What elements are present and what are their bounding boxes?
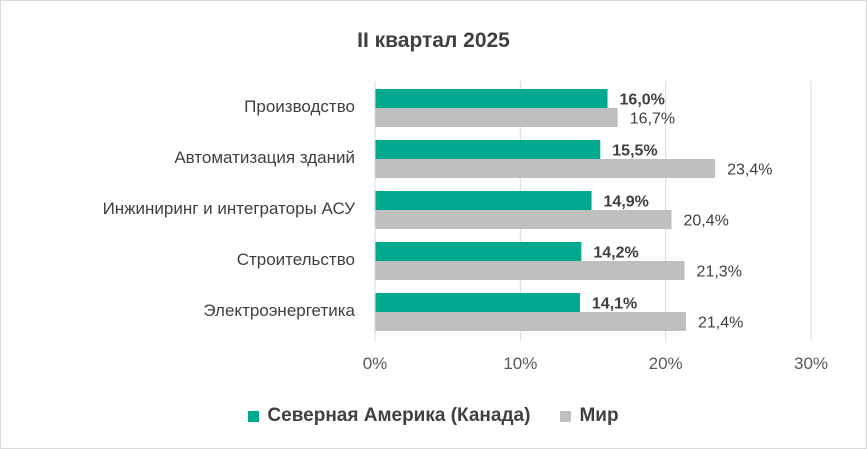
data-label: 14,1% xyxy=(592,296,637,313)
data-label: 15,5% xyxy=(612,143,657,160)
data-label: 23,4% xyxy=(727,162,772,179)
legend-label-north-america: Северная Америка (Канада) xyxy=(267,405,531,426)
data-label: 21,4% xyxy=(698,315,743,332)
bar-world xyxy=(375,159,716,178)
legend-item-north-america: Северная Америка (Канада) xyxy=(248,405,530,427)
category-label: Производство xyxy=(244,97,355,116)
bar-world xyxy=(375,312,687,331)
chart-title: II квартал 2025 xyxy=(357,29,510,52)
bar-north-america xyxy=(375,191,592,210)
legend-item-world: Мир xyxy=(560,405,619,427)
category-label: Электроэнергетика xyxy=(203,301,355,320)
data-label: 20,4% xyxy=(683,213,728,230)
x-tick-label: 30% xyxy=(794,354,828,373)
data-label: 14,9% xyxy=(604,194,649,211)
bar-world xyxy=(375,261,685,280)
data-label: 14,2% xyxy=(593,245,638,262)
bar-north-america xyxy=(375,140,601,159)
bar-north-america xyxy=(375,293,580,312)
bar-north-america xyxy=(375,89,608,108)
bar-world xyxy=(375,210,672,229)
legend-swatch-world xyxy=(560,410,572,422)
data-label: 16,0% xyxy=(620,92,665,109)
category-label: Строительство xyxy=(237,250,355,269)
x-tick-label: 20% xyxy=(649,354,683,373)
bar-world xyxy=(375,108,618,127)
data-label: 16,7% xyxy=(630,111,675,128)
legend-swatch-north-america xyxy=(248,410,260,422)
chart-legend: Северная Америка (Канада) Мир xyxy=(1,405,866,427)
bar-north-america xyxy=(375,242,582,261)
x-tick-label: 10% xyxy=(503,354,537,373)
legend-label-world: Мир xyxy=(579,405,619,426)
x-tick-label: 0% xyxy=(363,354,388,373)
category-label: Инжиниринг и интеграторы АСУ xyxy=(103,199,356,218)
category-label: Автоматизация зданий xyxy=(174,148,355,167)
data-label: 21,3% xyxy=(697,264,742,281)
